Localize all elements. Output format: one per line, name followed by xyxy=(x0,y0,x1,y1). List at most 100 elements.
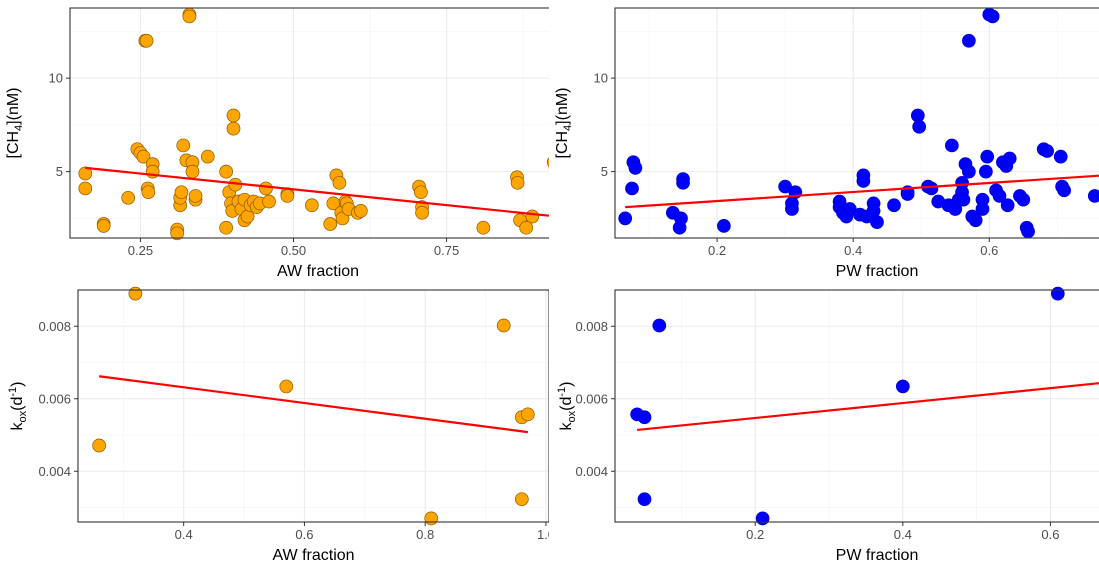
chart-0-data-point xyxy=(525,209,540,224)
chart-0-data-point xyxy=(78,166,93,181)
chart-1-data-point xyxy=(1040,144,1054,158)
chart-2-y-tick-label: 0.004 xyxy=(38,464,71,479)
chart-3-data-point xyxy=(1050,286,1065,301)
chart-2-y-tick-label: 0.006 xyxy=(38,391,71,406)
chart-3-data-point xyxy=(637,492,652,507)
chart-0-data-point xyxy=(182,9,197,24)
chart-0-data-point xyxy=(188,189,203,203)
chart-1-data-point xyxy=(945,138,959,153)
chart-1-x-tick-label: 0.2 xyxy=(708,243,726,258)
chart-3-x-tick-label: 0.2 xyxy=(746,527,764,542)
chart-3-grid xyxy=(615,290,1099,522)
chart-1-x-tick-label: 0.6 xyxy=(980,243,998,258)
chart-0-data-point xyxy=(139,33,154,48)
chart-2-panel-border xyxy=(77,289,549,523)
chart-1-x-tick-label: 0.4 xyxy=(844,243,862,258)
chart-0-data-point xyxy=(546,157,549,168)
chart-1-data-point xyxy=(870,215,884,229)
chart-2-data-point xyxy=(514,492,529,507)
panel-kox-vs-pw-fraction: 0.2 0.4 0.6 0.004 0.006 0.008 PW fraction kox(d… xyxy=(556,286,1099,564)
chart-2-data-point xyxy=(424,511,439,526)
chart-0-data-point xyxy=(259,181,273,196)
chart-2-data-point xyxy=(279,379,294,394)
chart-1-data-point xyxy=(956,192,971,207)
chart-1-data-point xyxy=(618,211,633,226)
chart-0-grid xyxy=(70,8,549,238)
chart-3-x-axis-title: PW fraction xyxy=(836,547,919,564)
chart-1-data-point xyxy=(674,211,688,226)
chart-1-data-point xyxy=(924,181,939,196)
chart-1-data-point xyxy=(676,175,690,190)
chart-0-y-axis-title: [CH4](nM) xyxy=(5,87,25,158)
chart-1-y-axis-title: [CH4](nM) xyxy=(554,87,574,158)
chart-0-data-point xyxy=(121,190,136,205)
panel-ch4-vs-pw-fraction: 0.20.40.60.8510PW fraction[CH4](nM) xyxy=(554,7,1099,280)
chart-2-y-axis-title: kox(d-1) xyxy=(7,382,29,431)
chart-1-data-point xyxy=(992,189,1007,203)
chart-0-data-point xyxy=(414,185,428,200)
chart-2-ticks: 0.4 0.6 0.8 1.0 0.004 0.006 0.008 xyxy=(38,319,549,542)
chart-2-grid xyxy=(78,290,549,522)
chart-3-data-point xyxy=(755,511,770,526)
chart-1-panel-border xyxy=(614,7,1099,239)
chart-3-x-tick-label: 0.4 xyxy=(894,527,912,542)
chart-0-data-point xyxy=(78,181,93,196)
chart-1-data-point xyxy=(980,149,995,164)
chart-0-data-point xyxy=(415,205,429,220)
chart-2-data-point xyxy=(496,318,511,333)
chart-2-data-point xyxy=(521,407,535,422)
panel-kox-vs-aw-fraction: 0.4 0.6 0.8 1.0 0.004 0.006 0.008 AW fraction ko… xyxy=(7,286,549,564)
chart-1-data-point xyxy=(975,202,990,216)
chart-0-data-point xyxy=(96,218,111,233)
chart-0-data-point xyxy=(141,185,156,200)
chart-3-points xyxy=(630,286,1065,526)
chart-0-panel-border xyxy=(69,7,549,239)
chart-0-data-point xyxy=(476,220,491,235)
chart-2-x-tick-label: 0.4 xyxy=(175,527,193,542)
chart-2-y-tick-label: 0.008 xyxy=(38,319,71,334)
chart-3-y-axis-title: kox(d-1) xyxy=(556,382,578,431)
chart-0-data-point xyxy=(332,175,347,190)
chart-3-y-tick-label: 0.006 xyxy=(575,391,608,406)
chart-0-data-point xyxy=(519,220,534,235)
chart-1-data-point xyxy=(962,164,976,179)
chart-0-y-tick-label: 5 xyxy=(56,164,63,179)
chart-3-data-point xyxy=(895,379,910,394)
chart-1-data-point xyxy=(717,218,731,233)
chart-2-fit-line xyxy=(98,375,529,434)
chart-3-y-tick-label: 0.008 xyxy=(575,319,608,334)
chart-0-data-point xyxy=(262,194,276,209)
chart-1-data-point xyxy=(1087,189,1099,203)
chart-0-data-point xyxy=(219,164,233,179)
chart-3-ticks: 0.2 0.4 0.6 0.004 0.006 0.008 xyxy=(575,319,1059,542)
chart-3-x-tick-label: 0.6 xyxy=(1041,527,1059,542)
chart-2-data-point xyxy=(128,286,143,301)
chart-1-data-point xyxy=(1021,224,1035,239)
chart-0-x-tick-label: 0.25 xyxy=(128,243,153,258)
panel-ch4-vs-aw-fraction: 0.25 0.50 0.75 5 10 AW fraction [CH4](nM) xyxy=(5,7,549,280)
chart-3-y-tick-label: 0.004 xyxy=(575,464,608,479)
chart-0-x-tick-label: 0.50 xyxy=(281,243,306,258)
chart-0-x-tick-label: 0.75 xyxy=(434,243,459,258)
chart-0-data-point xyxy=(226,121,241,136)
chart-0-data-point xyxy=(510,175,525,190)
chart-1-data-point xyxy=(968,213,983,228)
chart-2-data-point xyxy=(92,438,106,453)
chart-0-data-point xyxy=(176,138,191,153)
chart-1-ticks: 0.20.40.60.8510 xyxy=(594,71,999,258)
chart-0-data-point xyxy=(323,217,338,231)
chart-3-fit-line xyxy=(637,382,1099,432)
chart-0-x-axis-title: AW fraction xyxy=(277,263,359,280)
chart-2-plot-area xyxy=(78,290,549,522)
chart-2-x-tick-label: 1.0 xyxy=(537,527,549,542)
chart-2-x-axis-title: AW fraction xyxy=(272,547,354,564)
chart-1-points xyxy=(618,7,1099,239)
chart-1-data-point xyxy=(1016,192,1031,207)
chart-1-data-point xyxy=(856,174,871,188)
chart-0-data-point xyxy=(170,226,185,241)
chart-1-data-point xyxy=(979,164,993,179)
chart-1-data-point xyxy=(1053,149,1068,164)
chart-1-y-tick-label: 10 xyxy=(594,71,608,86)
chart-0-data-point xyxy=(226,108,241,123)
